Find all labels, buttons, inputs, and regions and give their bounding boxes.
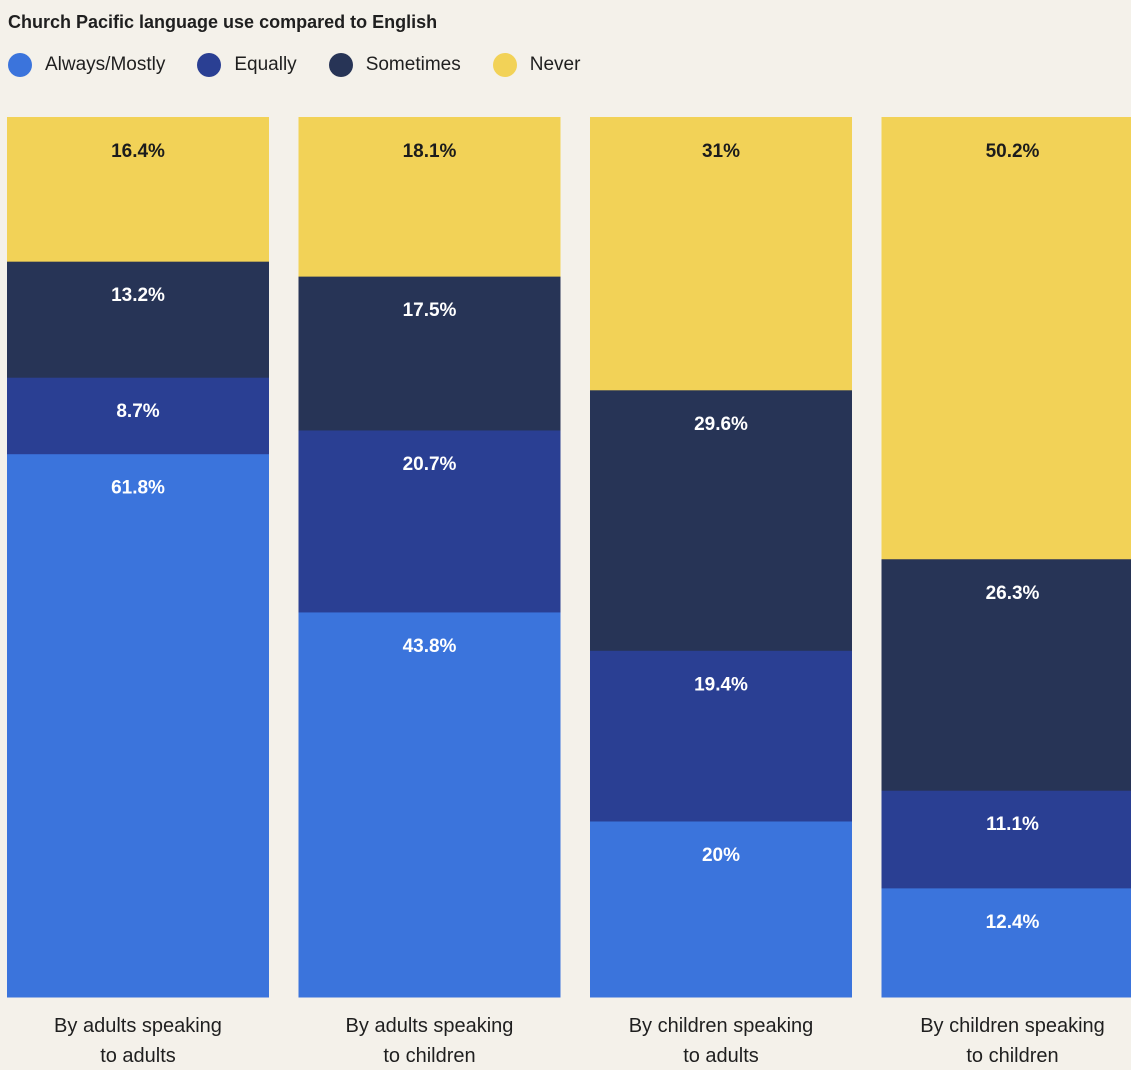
bar-segment-equally-2: [298, 429, 561, 613]
data-label-always-mostly-1: 61.8%: [111, 478, 165, 499]
data-label-always-mostly-4: 12.4%: [986, 912, 1040, 933]
bar-segment-sometimes-4: [881, 558, 1131, 791]
legend-item-sometimes: Sometimes: [328, 53, 461, 77]
bar-segment-equally-4: [881, 790, 1131, 889]
category-label-3: By children speaking to adults: [629, 1015, 814, 1067]
bar-segment-equally-3: [590, 650, 852, 822]
legend-item-equally: Equally: [197, 53, 297, 77]
legend-swatch-sometimes: [328, 53, 353, 77]
legend-label-always-mostly: Always/Mostly: [45, 54, 166, 75]
data-label-equally-1: 8.7%: [116, 401, 159, 422]
data-label-always-mostly-2: 43.8%: [403, 636, 457, 657]
bar-segment-always-mostly-4: [881, 887, 1131, 998]
legend-swatch-never: [492, 53, 517, 77]
data-label-always-mostly-3: 20%: [702, 845, 740, 866]
legend-swatch-equally: [197, 53, 222, 77]
bar-segment-never-3: [590, 117, 852, 391]
data-label-equally-3: 19.4%: [694, 674, 748, 695]
data-label-sometimes-3: 29.6%: [694, 414, 748, 435]
chart-title: Church Pacific language use compared to …: [8, 12, 438, 32]
legend: Always/Mostly Equally Sometimes Never: [8, 53, 612, 77]
bar-segment-never-4: [881, 117, 1131, 560]
data-label-never-2: 18.1%: [403, 141, 457, 162]
category-label-2: By adults speaking to children: [346, 1015, 514, 1067]
bar-segment-sometimes-2: [298, 276, 561, 431]
bar-segment-sometimes-1: [7, 261, 269, 378]
data-label-equally-2: 20.7%: [403, 454, 457, 475]
bar-segment-always-mostly-2: [298, 611, 561, 998]
legend-label-equally: Equally: [234, 54, 297, 75]
bar-segment-always-mostly-1: [7, 453, 269, 998]
category-label-4: By children speaking to children: [920, 1015, 1105, 1067]
data-label-sometimes-4: 26.3%: [986, 583, 1040, 604]
data-label-sometimes-1: 13.2%: [111, 285, 165, 306]
data-label-equally-4: 11.1%: [986, 814, 1039, 835]
bar-segment-never-1: [7, 117, 269, 262]
data-label-never-4: 50.2%: [986, 141, 1040, 162]
data-label-never-3: 31%: [702, 141, 740, 162]
category-label-1: By adults speaking to adults: [54, 1015, 222, 1067]
bar-segment-sometimes-3: [590, 389, 852, 651]
bar-segment-equally-1: [7, 377, 269, 455]
data-label-never-1: 16.4%: [111, 141, 165, 162]
legend-swatch-always-mostly: [8, 53, 32, 77]
legend-item-never: Never: [492, 53, 581, 77]
legend-label-never: Never: [529, 54, 581, 75]
data-label-sometimes-2: 17.5%: [403, 300, 457, 321]
bar-segment-never-2: [298, 117, 561, 277]
legend-label-sometimes: Sometimes: [365, 54, 461, 75]
legend-item-always-mostly: Always/Mostly: [8, 53, 165, 77]
bar-segment-always-mostly-3: [590, 821, 852, 998]
